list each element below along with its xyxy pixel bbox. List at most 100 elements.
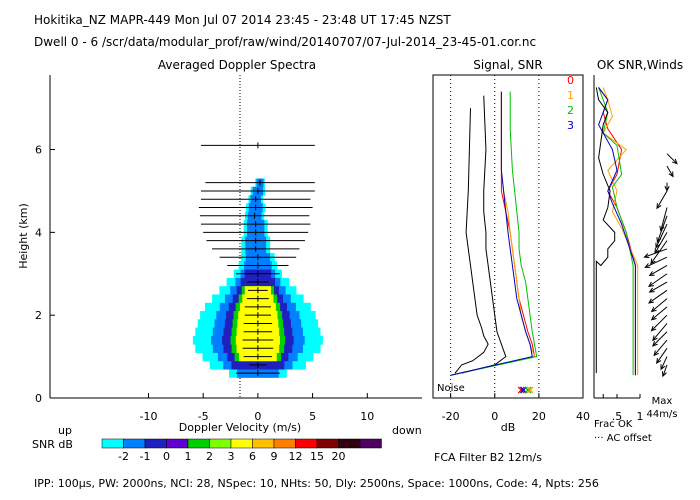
cross-marker: [526, 386, 534, 394]
doppler-y-tick-label: 0: [35, 392, 42, 405]
signal-series-noise: [454, 108, 489, 374]
doppler-y-label: Height (km): [17, 203, 30, 269]
colorbar-cell: [209, 438, 232, 449]
wind-arrow-head: [648, 298, 654, 304]
wind-arrow: [655, 223, 668, 248]
signal-snr-lines: [450, 91, 538, 376]
wind-arrow-head: [643, 253, 650, 259]
wind-arrow-head: [648, 287, 655, 293]
signal-x-tick-label: 0: [491, 410, 498, 423]
wind-arrow-head: [644, 263, 651, 268]
doppler-x-ticks: -10 -5 0 5 10: [139, 393, 374, 423]
wind-arrow-head: [650, 258, 656, 265]
signal-series-2: [450, 91, 538, 376]
doppler-x-tick-label: 0: [254, 410, 261, 423]
signal-snr-title: Signal, SNR: [473, 58, 542, 72]
colorbar-cell: [123, 438, 146, 449]
doppler-title: Averaged Doppler Spectra: [158, 58, 316, 72]
colorbar-cell: [144, 438, 167, 449]
wind-arrow: [651, 298, 668, 312]
fca-filter-label: FCA Filter B2 12m/s: [434, 451, 542, 464]
colorbar-tick-label: 9: [271, 450, 278, 463]
doppler-x-tick-label: 10: [360, 410, 374, 423]
colorbar-tick-label: 12: [289, 450, 303, 463]
colorbar-tick-label: 15: [310, 450, 324, 463]
noise-label: Noise: [437, 383, 465, 394]
wind-arrow: [649, 265, 668, 276]
legend-entry-0: 0: [567, 74, 574, 87]
doppler-y-ticks: 0 2 4 6: [35, 144, 55, 405]
ok-x-tick-label: 1: [637, 410, 644, 423]
wind-arrow-head: [650, 306, 657, 313]
legend-entry-3: 3: [567, 119, 574, 132]
ok-x-tick-label: .5: [612, 410, 623, 423]
colorbar-cell: [273, 438, 296, 449]
signal-x-tick-label: 20: [532, 410, 546, 423]
signal-series-3: [450, 91, 533, 376]
wind-arrow-head: [655, 242, 661, 249]
wind-arrow: [660, 356, 668, 370]
legend-entry-2: 2: [567, 104, 574, 117]
wind-arrow-head: [660, 364, 666, 371]
wind-arrow: [649, 281, 668, 293]
wind-arrow-head: [648, 281, 654, 288]
frac-ok-line: [595, 87, 616, 374]
wind-arrow: [666, 165, 674, 177]
frac-ok-label: Frac OK: [594, 419, 633, 430]
doppler-x-tick-label: 5: [309, 410, 316, 423]
wind-arrow: [650, 240, 668, 264]
colorbar-up-label: up: [58, 424, 72, 437]
colorbar-cell: [187, 438, 210, 449]
wind-arrow: [662, 364, 668, 377]
doppler-x-label: Doppler Velocity (m/s): [179, 421, 301, 434]
colorbar-cell: [101, 438, 124, 449]
signal-snr-x-ticks: -20 0 20 40: [442, 410, 590, 423]
doppler-x-tick-label: -10: [139, 410, 157, 423]
colorbar-cell: [316, 438, 339, 449]
wind-arrow-head: [652, 340, 658, 347]
wind-arrow: [651, 306, 668, 321]
footer-parameters: IPP: 100µs, PW: 2000ns, NCI: 28, NSpec: …: [34, 477, 599, 490]
doppler-y-tick-label: 4: [35, 226, 42, 239]
wind-arrow-head: [659, 225, 665, 232]
signal-snr-frame: [432, 74, 584, 399]
signal-snr-markers: [517, 386, 534, 394]
colorbar-cell: [359, 438, 382, 449]
colorbar-tick-label: 0: [163, 450, 170, 463]
colorbar-cell: [338, 438, 361, 449]
wind-arrow: [654, 232, 668, 254]
colorbar-cell: [166, 438, 189, 449]
wind-arrow-head: [661, 371, 667, 378]
signal-snr-legend: 0 1 2 3: [567, 74, 574, 132]
doppler-y-tick-label: 6: [35, 144, 42, 157]
ok-snr-winds-panel: OK SNR,Winds .5 1 Frac OK ··· AC offset M…: [593, 58, 683, 444]
signal-x-tick-label: -20: [442, 410, 460, 423]
colorbar-tick-label: 2: [206, 450, 213, 463]
wind-arrow: [656, 348, 668, 364]
wind-arrow-head: [656, 358, 662, 364]
wind-arrow: [648, 273, 668, 287]
wind-arrow: [652, 331, 668, 347]
wind-arrow: [660, 207, 668, 231]
wind-arrow-head: [656, 237, 662, 244]
snr-colorbar: up down SNR dB -2 -1 0 1 2 3 6 9 12 15 20: [32, 424, 422, 463]
colorbar-down-label: down: [392, 424, 422, 437]
signal-snr-grid: [450, 75, 584, 398]
ok-snr-winds-title: OK SNR,Winds: [597, 58, 683, 72]
wind-arrow-head: [653, 350, 659, 357]
wind-arrow-head: [654, 248, 660, 255]
max-wind-label: Max: [652, 396, 673, 407]
wind-arrow-head: [648, 271, 655, 277]
colorbar-snr-label: SNR dB: [32, 438, 73, 451]
signal-series-signal: [461, 95, 507, 374]
colorbar-cells: [101, 438, 382, 449]
signal-series-0: [450, 91, 536, 376]
wind-arrow-head: [650, 314, 657, 321]
doppler-y-tick-label: 2: [35, 309, 42, 322]
signal-x-tick-label: 40: [576, 410, 590, 423]
colorbar-cell: [230, 438, 253, 449]
max-wind-value: 44m/s: [646, 409, 677, 420]
colorbar-tick-label: -1: [140, 450, 151, 463]
header-file-path: Dwell 0 - 6 /scr/data/modular_prof/raw/w…: [34, 35, 537, 49]
